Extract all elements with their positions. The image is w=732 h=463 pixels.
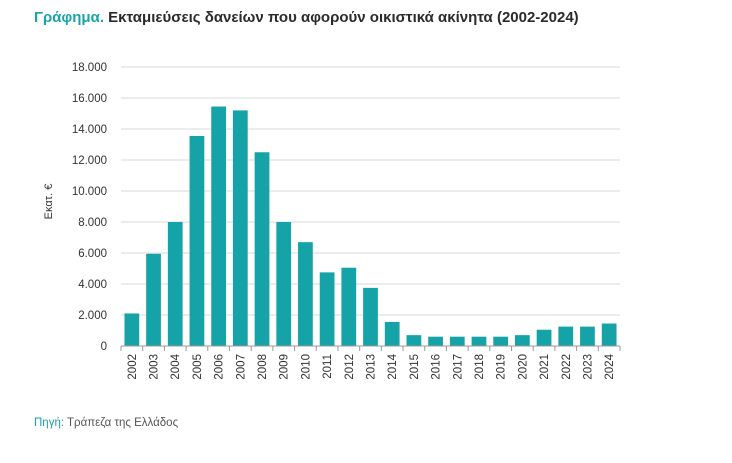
y-axis-label: Εκατ. € <box>43 184 55 220</box>
x-tick-label: 2023 <box>582 354 594 380</box>
chart-title-text: Εκταμιεύσεις δανείων που αφορούν οικιστι… <box>103 9 579 26</box>
bar-2010 <box>298 242 313 346</box>
bar-2009 <box>276 222 292 346</box>
bar-2011 <box>319 272 335 346</box>
y-tick-label: 8.000 <box>78 217 107 229</box>
y-tick-label: 0 <box>101 341 107 353</box>
x-tick-label: 2013 <box>366 354 378 380</box>
x-tick-label: 2024 <box>604 353 616 379</box>
y-tick-label: 6.000 <box>78 248 107 260</box>
source-prefix: Πηγή: <box>34 417 65 429</box>
bar-2021 <box>536 329 552 346</box>
bar-2005 <box>189 135 205 346</box>
chart-title-prefix: Γράφημα <box>34 9 100 26</box>
x-tick-label: 2014 <box>387 353 399 379</box>
bar-2014 <box>384 321 400 346</box>
bar-2020 <box>514 335 530 346</box>
bar-2018 <box>471 336 487 346</box>
y-tick-label: 16.000 <box>72 93 107 105</box>
axis-layer <box>120 345 621 351</box>
bar-2022 <box>558 326 574 346</box>
bar-2012 <box>341 267 357 346</box>
bar-2017 <box>449 336 465 346</box>
bar-2019 <box>493 336 509 346</box>
x-tick-label: 2006 <box>214 354 226 380</box>
x-tick-label: 2008 <box>257 354 269 380</box>
x-tick-label: 2015 <box>409 354 421 380</box>
bar-2002 <box>124 313 140 346</box>
bar-2004 <box>167 222 183 346</box>
y-tick-label: 14.000 <box>72 124 107 136</box>
label-layer: 0 2.000 4.000 6.000 8.000 10.000 12.000 14.000 1… <box>43 62 616 380</box>
y-tick-label: 10.000 <box>72 186 107 198</box>
x-tick-label: 2010 <box>300 354 312 380</box>
bar-2007 <box>232 110 248 347</box>
x-tick-label: 2012 <box>344 354 356 380</box>
x-tick-label: 2019 <box>496 354 508 380</box>
x-tick-label: 2021 <box>539 354 551 380</box>
x-tick-label: 2020 <box>517 354 529 380</box>
x-tick-label: 2018 <box>474 354 486 380</box>
bar-2024 <box>601 323 617 346</box>
x-tick-label: 2009 <box>279 354 291 380</box>
chart-title-dot: . <box>99 9 104 26</box>
x-tick-label: 2022 <box>561 354 573 380</box>
bar-layer <box>124 106 617 347</box>
bar-2013 <box>363 287 378 346</box>
x-tick-label: 2002 <box>127 354 139 380</box>
x-tick-label: 2017 <box>452 354 464 380</box>
y-tick-label: 12.000 <box>72 155 107 167</box>
source-note: Πηγή: Τράπεζα της Ελλάδος <box>34 417 178 429</box>
x-tick-label: 2011 <box>322 354 334 379</box>
y-tick-label: 18.000 <box>72 62 107 74</box>
bar-2003 <box>146 253 161 346</box>
bar-2016 <box>428 336 443 346</box>
y-tick-label: 2.000 <box>78 310 107 322</box>
x-tick-label: 2007 <box>235 354 247 380</box>
x-tick-label: 2005 <box>192 354 204 380</box>
grid-layer <box>121 66 620 316</box>
source-text: Τράπεζα της Ελλάδος <box>64 417 179 429</box>
x-tick-label: 2016 <box>431 354 443 380</box>
y-tick-label: 4.000 <box>78 279 107 291</box>
x-tick-label: 2004 <box>170 353 182 379</box>
bar-2023 <box>580 326 595 346</box>
x-tick-label: 2003 <box>149 354 161 380</box>
chart-title: Γράφημα. Εκταμιεύσεις δανείων που αφορού… <box>34 9 579 26</box>
bar-2015 <box>406 335 422 346</box>
bar-2006 <box>211 106 227 347</box>
bar-2008 <box>254 152 270 346</box>
